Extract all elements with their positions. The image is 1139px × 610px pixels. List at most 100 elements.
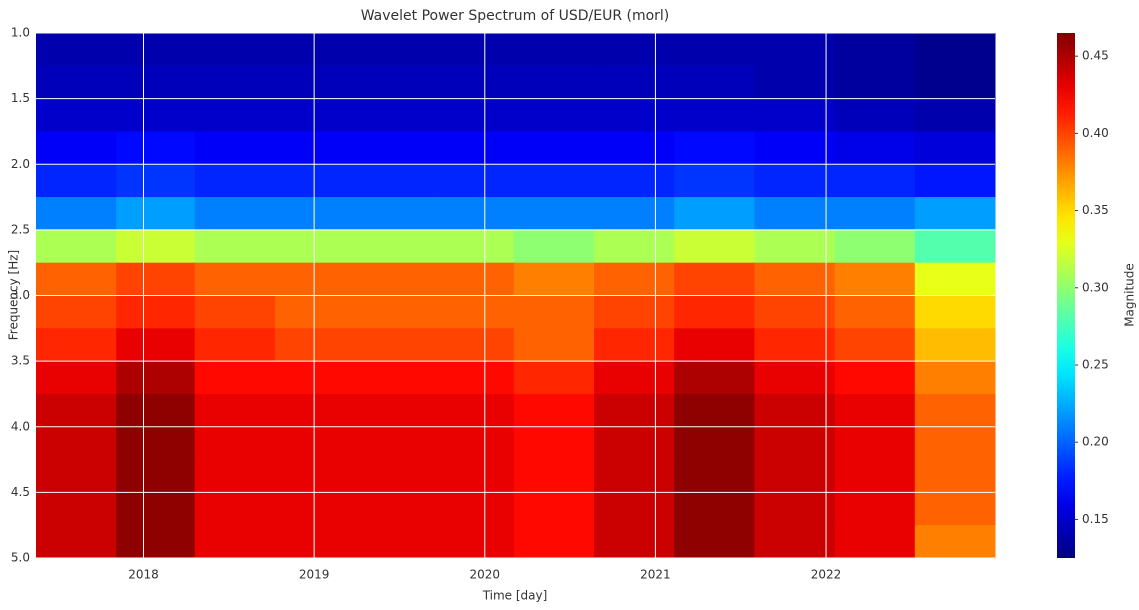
heatmap-cell <box>914 295 996 329</box>
heatmap-cell <box>435 393 515 428</box>
heatmap-cell <box>194 295 276 329</box>
heatmap-cell <box>274 262 356 296</box>
heatmap-cell <box>674 361 755 395</box>
heatmap-cell <box>116 525 196 559</box>
heatmap-cell <box>194 164 276 198</box>
heatmap-cell <box>194 492 276 526</box>
heatmap-cell <box>435 426 515 461</box>
heatmap-cell <box>834 33 916 67</box>
heatmap-cell <box>435 328 515 362</box>
colorbar-tick-label: 0.20 <box>1082 435 1109 449</box>
heatmap-cell <box>914 525 996 559</box>
heatmap-cell <box>116 459 196 493</box>
heatmap-cell <box>593 197 675 231</box>
heatmap-cell <box>754 229 836 264</box>
heatmap-cell <box>754 98 836 132</box>
colorbar-tick-label: 0.45 <box>1082 49 1109 63</box>
heatmap-cell <box>435 164 515 198</box>
heatmap-cell <box>593 426 675 461</box>
heatmap-cell <box>355 33 436 67</box>
heatmap-cell <box>834 65 916 100</box>
heatmap-cell <box>754 131 836 165</box>
heatmap-cell <box>36 197 117 231</box>
heatmap-cell <box>194 426 276 461</box>
heatmap-cell <box>754 262 836 296</box>
heatmap-cell <box>674 295 755 329</box>
heatmap-cell <box>593 525 675 559</box>
heatmap-cell <box>355 229 436 264</box>
heatmap-cell <box>834 295 916 329</box>
heatmap-cell <box>674 33 755 67</box>
heatmap-cell <box>593 164 675 198</box>
heatmap-cell <box>834 459 916 493</box>
heatmap-cell <box>754 459 836 493</box>
heatmap-cell <box>754 492 836 526</box>
heatmap-cell <box>674 65 755 100</box>
heatmap-cell <box>674 459 755 493</box>
heatmap-cell <box>914 426 996 461</box>
heatmap-cell <box>274 229 356 264</box>
heatmap-cell <box>914 361 996 395</box>
heatmap-cell <box>355 98 436 132</box>
heatmap-cell <box>194 98 276 132</box>
heatmap-cell <box>513 98 595 132</box>
heatmap-cell <box>435 98 515 132</box>
colorbar-tick-label: 0.35 <box>1082 203 1109 217</box>
heatmap-cell <box>355 459 436 493</box>
heatmap-cell <box>355 65 436 100</box>
y-tick-label: 4.5 <box>11 485 30 499</box>
heatmap-cell <box>834 393 916 428</box>
heatmap-cell <box>116 164 196 198</box>
heatmap-cell <box>435 65 515 100</box>
heatmap-cell <box>274 131 356 165</box>
heatmap-cell <box>754 164 836 198</box>
heatmap-cell <box>834 492 916 526</box>
heatmap-cell <box>513 328 595 362</box>
heatmap-cell <box>674 164 755 198</box>
heatmap-cell <box>36 492 117 526</box>
heatmap-cell <box>355 426 436 461</box>
heatmap-cell <box>674 492 755 526</box>
heatmap-cell <box>194 328 276 362</box>
heatmap-cell <box>914 164 996 198</box>
heatmap-cell <box>834 98 916 132</box>
heatmap-cell <box>194 65 276 100</box>
heatmap-cell <box>513 65 595 100</box>
heatmap-cell <box>513 393 595 428</box>
heatmap-cell <box>914 492 996 526</box>
x-tick-label: 2019 <box>299 568 330 582</box>
heatmap-cell <box>36 33 117 67</box>
heatmap-cell <box>754 33 836 67</box>
heatmap-cell <box>593 361 675 395</box>
heatmap-cell <box>754 295 836 329</box>
heatmap-cell <box>274 295 356 329</box>
heatmap-cell <box>754 65 836 100</box>
heatmap-cell <box>834 229 916 264</box>
y-tick-label: 3.5 <box>11 354 30 368</box>
heatmap-cell <box>194 197 276 231</box>
heatmap-cell <box>355 131 436 165</box>
heatmap-cell <box>674 98 755 132</box>
heatmap-cell <box>513 131 595 165</box>
heatmap-cell <box>194 33 276 67</box>
heatmap-cell <box>36 164 117 198</box>
heatmap-cell <box>513 229 595 264</box>
y-tick-label: 5.0 <box>11 551 30 565</box>
heatmap-cell <box>116 131 196 165</box>
heatmap-cell <box>435 459 515 493</box>
heatmap-cell <box>834 131 916 165</box>
heatmap-cell <box>593 262 675 296</box>
heatmap-cell <box>754 328 836 362</box>
heatmap-cell <box>593 459 675 493</box>
heatmap-cell <box>834 262 916 296</box>
heatmap-cell <box>513 426 595 461</box>
heatmap-cell <box>274 361 356 395</box>
heatmap-cell <box>435 262 515 296</box>
heatmap-cell <box>914 459 996 493</box>
heatmap-cell <box>513 459 595 493</box>
heatmap-cell <box>513 197 595 231</box>
heatmap-cell <box>194 393 276 428</box>
heatmap-cell <box>914 98 996 132</box>
heatmap-cell <box>674 393 755 428</box>
